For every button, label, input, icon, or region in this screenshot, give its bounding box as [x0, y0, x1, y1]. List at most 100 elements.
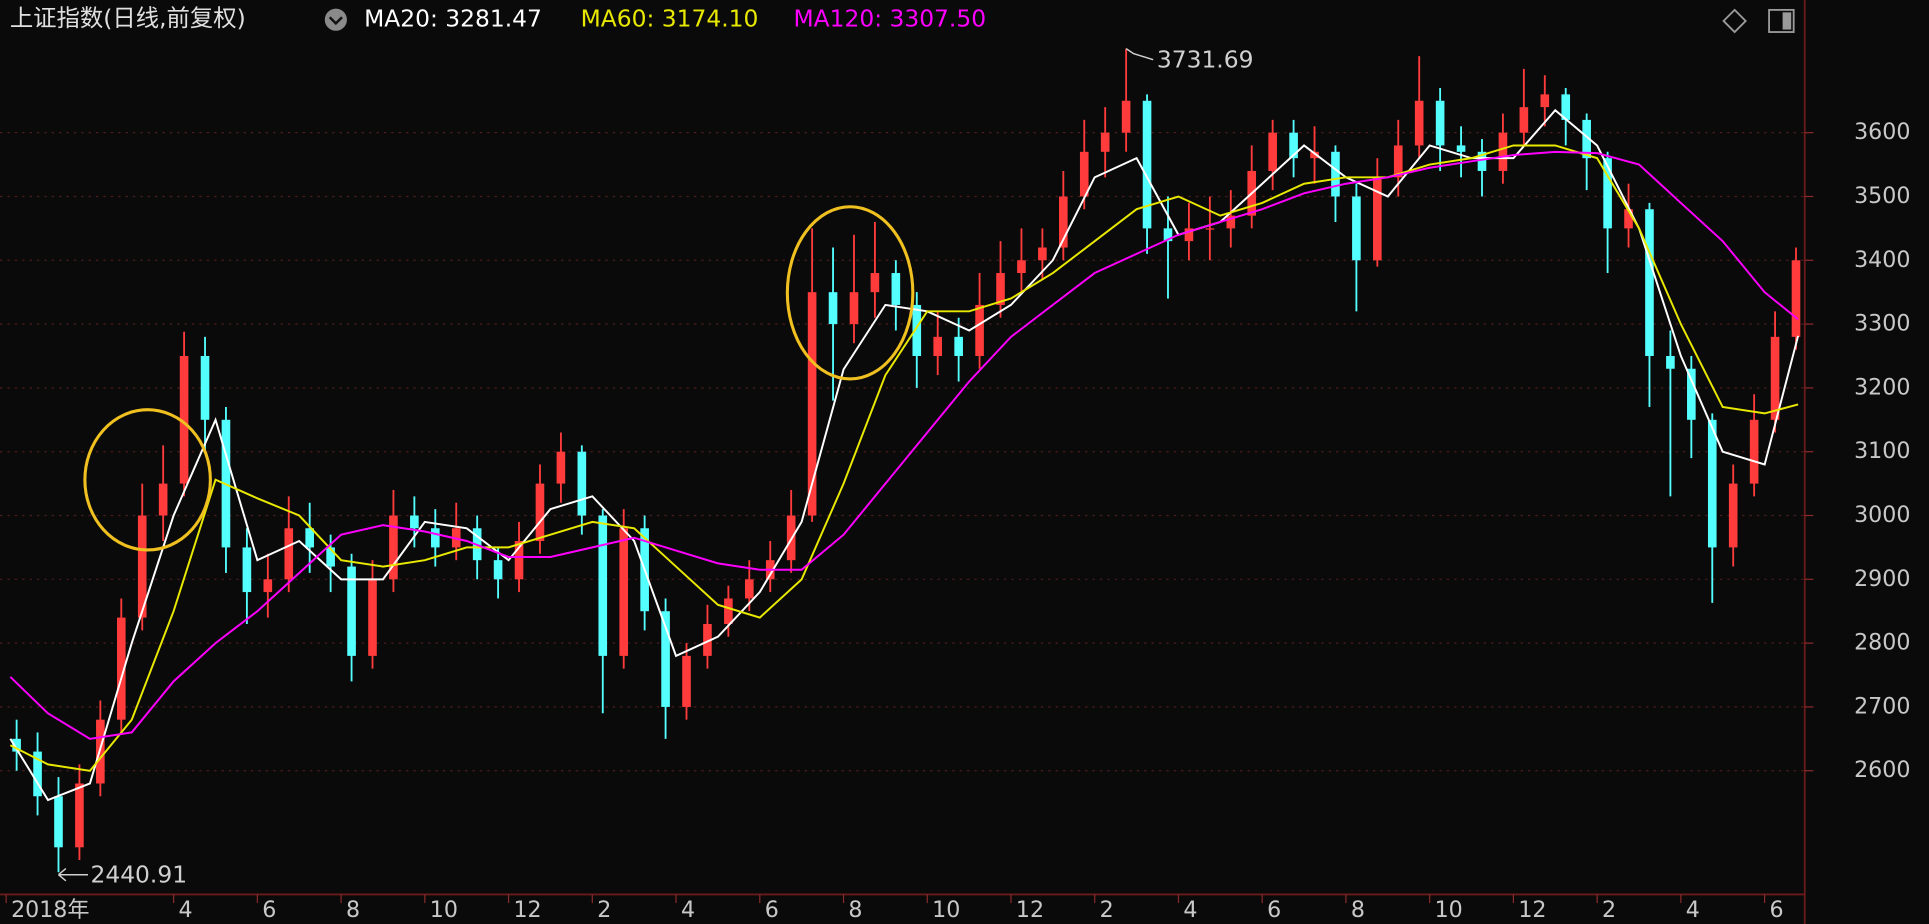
x-tick-label: 2	[1602, 897, 1616, 923]
candle-body	[1666, 355, 1675, 369]
toggle-icon[interactable]	[324, 8, 347, 31]
x-tick-label: 6	[262, 897, 276, 923]
x-tick-label: 2018年	[11, 897, 89, 923]
candle-body	[12, 738, 21, 752]
legend-value: 3174.10	[662, 4, 759, 32]
candle-body	[1059, 196, 1068, 248]
candle-body	[1477, 151, 1487, 171]
candle-body	[1582, 119, 1591, 159]
x-tick-label: 10	[1435, 897, 1463, 923]
max-label: 3731.69	[1157, 45, 1254, 73]
legend-toggle[interactable]	[324, 8, 347, 31]
candle-body	[430, 528, 440, 548]
candle-body	[745, 579, 754, 599]
candle-body	[1017, 260, 1026, 274]
candle-body	[1728, 483, 1738, 548]
y-tick-label: 3500	[1854, 183, 1910, 209]
candle-body	[1770, 336, 1780, 420]
candle-body	[598, 515, 608, 656]
candle-body	[200, 355, 210, 420]
x-tick-label: 10	[932, 897, 960, 923]
candle-body	[368, 579, 377, 656]
window-icon[interactable]	[1768, 8, 1795, 33]
candle-body	[1603, 158, 1612, 229]
candle-body	[1414, 100, 1424, 146]
y-tick-label: 3400	[1854, 247, 1910, 273]
candle-body	[891, 273, 901, 305]
candle-body	[933, 336, 943, 356]
candle-body	[1205, 228, 1215, 230]
highlight-circle	[83, 408, 212, 552]
candle-body	[1038, 247, 1047, 261]
candle-body	[1100, 132, 1110, 152]
max-pointer	[1125, 48, 1154, 61]
x-tick-label: 4	[1183, 897, 1197, 923]
ma-line	[9, 150, 1799, 740]
highlight-circle	[785, 205, 915, 381]
x-tick-label: 4	[179, 897, 193, 923]
ma-line	[9, 144, 1799, 772]
y-tick-label: 3300	[1854, 311, 1910, 337]
y-tick-label: 2700	[1854, 693, 1910, 719]
window-button[interactable]	[1768, 8, 1795, 33]
candle-body	[1393, 145, 1403, 178]
x-tick-label: 12	[513, 897, 541, 923]
candle-body	[1561, 94, 1571, 120]
candle-body	[158, 483, 168, 516]
min-label: 2440.91	[90, 860, 187, 888]
candle-body	[849, 292, 859, 325]
y-tick-label: 3100	[1854, 438, 1910, 464]
candle-body	[284, 528, 294, 580]
candle-body	[1331, 151, 1340, 197]
x-tick-label: 10	[430, 897, 458, 923]
candle-body	[996, 273, 1005, 305]
candle-body	[1707, 419, 1717, 548]
candle-body	[1373, 177, 1382, 261]
x-tick-label: 8	[848, 897, 862, 923]
x-tick-label: 6	[765, 897, 779, 923]
legend-value: 3281.47	[445, 4, 542, 32]
candle-body	[1226, 215, 1236, 229]
min-pointer	[58, 867, 89, 882]
candle-body	[326, 547, 335, 567]
candle-body	[1163, 228, 1173, 242]
y-tick-label: 3200	[1854, 374, 1910, 400]
candle-body	[954, 336, 963, 356]
x-tick-label: 6	[1770, 897, 1784, 923]
x-tick-label: 8	[346, 897, 360, 923]
candle-body	[1352, 196, 1361, 261]
candle-body	[1687, 368, 1696, 420]
toggle-chevron	[328, 16, 343, 26]
x-tick-label: 2	[597, 897, 611, 923]
candle-body	[1791, 260, 1801, 337]
legend-entry: MA60: 3174.10	[581, 4, 759, 32]
candle-body	[1540, 94, 1550, 108]
candle-body	[1519, 107, 1529, 133]
legend-entry: MA20: 3281.47	[364, 4, 542, 32]
y-tick-label: 2600	[1854, 757, 1910, 783]
candle-body	[54, 796, 63, 848]
candle-body	[682, 655, 691, 707]
candle-body	[1435, 100, 1445, 146]
y-tick-label: 2900	[1854, 566, 1910, 592]
x-tick-label: 2	[1100, 897, 1114, 923]
candle-body	[1310, 151, 1319, 159]
candle-body	[1268, 132, 1277, 171]
candle-body	[661, 611, 670, 707]
candle-body	[1142, 100, 1152, 229]
candle-body	[305, 528, 314, 548]
candle-body	[1121, 100, 1131, 133]
legend-name: MA120:	[793, 4, 882, 32]
candle-body	[975, 304, 984, 356]
x-tick-label: 8	[1351, 897, 1365, 923]
diamond-button[interactable]	[1722, 8, 1748, 34]
candle-body	[912, 304, 922, 356]
x-tick-label: 4	[1686, 897, 1700, 923]
candle-body	[556, 451, 566, 484]
legend-entry: MA120: 3307.50	[793, 4, 986, 32]
legend-value: 3307.50	[889, 4, 986, 32]
candle-body	[137, 515, 147, 618]
ma-line	[9, 108, 1800, 802]
